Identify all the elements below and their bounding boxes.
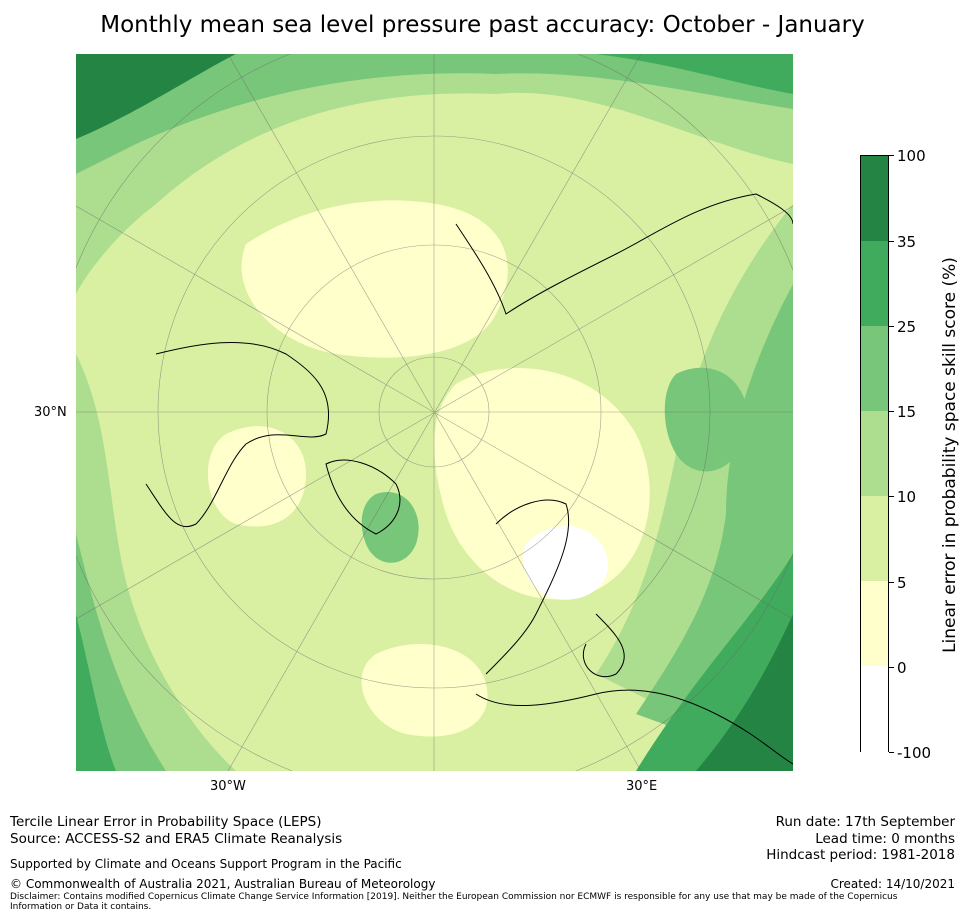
colorbar-tick: 15 [889, 404, 916, 420]
footer-disclaimer: Disclaimer: Contains modified Copernicus… [10, 892, 950, 912]
footer-run-date: Run date: 17th September [775, 814, 955, 830]
colorbar-tick: -100 [889, 745, 931, 761]
colorbar-tick: 5 [889, 575, 907, 591]
colorbar-tick: 0 [889, 660, 907, 676]
colorbar-segment [861, 156, 888, 241]
chart-title: Monthly mean sea level pressure past acc… [100, 12, 865, 38]
colorbar-segment [861, 326, 888, 411]
colorbar-tick: 35 [889, 234, 916, 250]
region-west-light [76, 354, 236, 771]
footer-source: Source: ACCESS-S2 and ERA5 Climate Reana… [10, 831, 343, 847]
lat-label-30n: 30°N [34, 405, 67, 420]
footer-support: Supported by Climate and Oceans Support … [10, 857, 402, 871]
footer-lead-time: Lead time: 0 months [815, 831, 955, 847]
polar-map [76, 54, 793, 771]
lon-label-30e: 30°E [626, 779, 658, 794]
map-svg [76, 54, 793, 771]
colorbar [860, 155, 889, 753]
colorbar-tick: 25 [889, 319, 916, 335]
colorbar-segment [861, 666, 888, 753]
footer-leps: Tercile Linear Error in Probability Spac… [10, 814, 322, 830]
region-north-dark [76, 54, 236, 139]
colorbar-segment [861, 241, 888, 326]
coastlines [145, 193, 793, 765]
colorbar-segment [861, 411, 888, 496]
region-pale-1 [241, 200, 508, 358]
region-negative [522, 525, 608, 600]
region-pale-4 [361, 644, 488, 737]
footer-created: Created: 14/10/2021 [830, 877, 955, 891]
lon-label-30w: 30°W [210, 779, 246, 794]
region-north-mid [76, 54, 793, 174]
region-sw-mid [76, 534, 166, 771]
colorbar-tick: 100 [889, 148, 926, 164]
region-pale-3 [207, 426, 306, 527]
region-se-dark [696, 614, 793, 771]
region-mid-patch-2 [361, 492, 419, 563]
footer-hindcast: Hindcast period: 1981-2018 [766, 847, 955, 863]
colorbar-label: Linear error in probability space skill … [940, 257, 960, 653]
colorbar-tick: 10 [889, 489, 916, 505]
footer-copyright: © Commonwealth of Australia 2021, Austra… [10, 877, 436, 891]
graticule [76, 54, 793, 771]
region-sw-green [76, 614, 116, 771]
disclaimer-line-2: Information or Data it contains. [10, 902, 152, 912]
region-north-light [76, 54, 793, 294]
disclaimer-line-1: Disclaimer: Contains modified Copernicus… [10, 892, 898, 902]
region-ne-green [596, 54, 793, 94]
region-mid-patch-1 [664, 367, 748, 472]
colorbar-segment [861, 496, 888, 581]
colorbar-segment [861, 581, 888, 666]
